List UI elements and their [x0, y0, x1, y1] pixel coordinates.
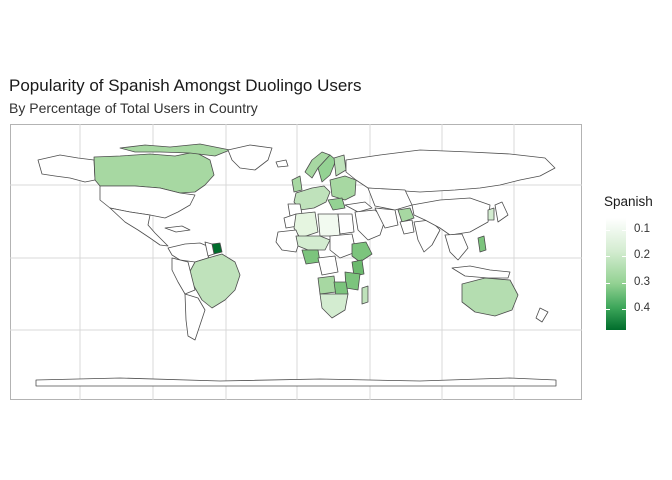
- legend-title: Spanish: [604, 194, 653, 209]
- region-libya: [317, 213, 341, 237]
- region-antarctica: [35, 377, 557, 387]
- region-southern-africa: [319, 293, 349, 319]
- region-algeria: [293, 211, 319, 239]
- region-balkans: [327, 197, 346, 211]
- region-philippines: [477, 235, 487, 253]
- chart-title: Popularity of Spanish Amongst Duolingo U…: [9, 76, 362, 95]
- region-angola: [317, 275, 337, 295]
- region-sweden: [317, 154, 337, 183]
- region-pakistan: [399, 219, 415, 235]
- region-afghanistan: [397, 207, 415, 223]
- region-eastern-europe: [329, 175, 357, 201]
- legend-tickmark-right: [622, 230, 626, 231]
- legend-tickmark-left: [606, 309, 610, 310]
- region-kenya: [351, 259, 365, 277]
- region-mexico: [109, 207, 169, 247]
- region-finland: [333, 154, 347, 177]
- legend-colorbar: [606, 218, 626, 330]
- region-arctic-islands: [119, 143, 231, 157]
- legend-tickmark-right: [622, 256, 626, 257]
- region-sahel: [295, 235, 331, 251]
- region-ethiopia: [351, 241, 373, 263]
- region-indonesia: [451, 265, 511, 279]
- region-turkey: [344, 201, 373, 213]
- legend-tickmark-left: [606, 230, 610, 231]
- region-australia: [461, 277, 519, 317]
- region-caribbean: [164, 225, 191, 233]
- legend-tick-label: 0.2: [634, 249, 650, 261]
- region-nigeria: [301, 249, 321, 265]
- legend-tickmark-left: [606, 283, 610, 284]
- region-japan: [494, 201, 509, 223]
- region-iran: [374, 207, 399, 229]
- region-korea: [487, 207, 495, 221]
- legend-tickmark-right: [622, 283, 626, 284]
- region-egypt: [337, 213, 355, 235]
- region-southeast-asia: [444, 233, 469, 261]
- region-madagascar: [361, 285, 369, 305]
- region-greenland: [227, 144, 273, 171]
- region-sudan: [329, 233, 357, 259]
- legend-tickmark-left: [606, 256, 610, 257]
- chart-subtitle: By Percentage of Total Users in Country: [9, 100, 258, 116]
- region-argentina: [184, 293, 206, 341]
- legend-tick-label: 0.3: [634, 276, 650, 288]
- region-west-africa: [275, 229, 301, 253]
- gridlines: [10, 124, 582, 400]
- legend-tick-label: 0.1: [634, 223, 650, 235]
- region-middle-east: [354, 209, 386, 241]
- region-central-africa: [317, 255, 339, 276]
- region-uk: [291, 175, 303, 193]
- region-russia: [345, 149, 556, 193]
- legend-tick-label: 0.4: [634, 302, 650, 314]
- region-kazakhstan: [367, 187, 413, 211]
- region-alaska: [37, 154, 96, 183]
- region-guyana: [204, 241, 215, 257]
- region-china: [411, 197, 491, 236]
- legend-tickmark-right: [622, 309, 626, 310]
- region-new-zealand: [535, 307, 549, 323]
- region-peru: [171, 257, 196, 295]
- region-iceland: [275, 159, 289, 168]
